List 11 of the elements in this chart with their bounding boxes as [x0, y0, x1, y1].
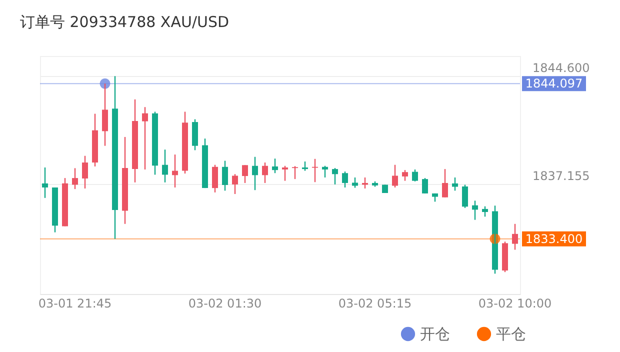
ref-line-label: 1833.400	[525, 232, 583, 246]
y-tick-label: 1844.600	[532, 60, 590, 75]
legend-label: 开仓	[420, 325, 450, 343]
x-tick-label: 03-02 05:15	[338, 296, 412, 310]
legend-label: 平仓	[496, 325, 526, 343]
chart-title: 订单号 209334788 XAU/USD	[20, 13, 230, 31]
y-tick-label: 1837.155	[532, 168, 590, 183]
ref-line-label: 1844.097	[525, 76, 583, 91]
x-tick-label: 03-02 01:30	[188, 296, 262, 310]
x-tick-label: 03-02 10:00	[478, 296, 552, 310]
x-tick-label: 03-01 21:45	[38, 296, 112, 310]
